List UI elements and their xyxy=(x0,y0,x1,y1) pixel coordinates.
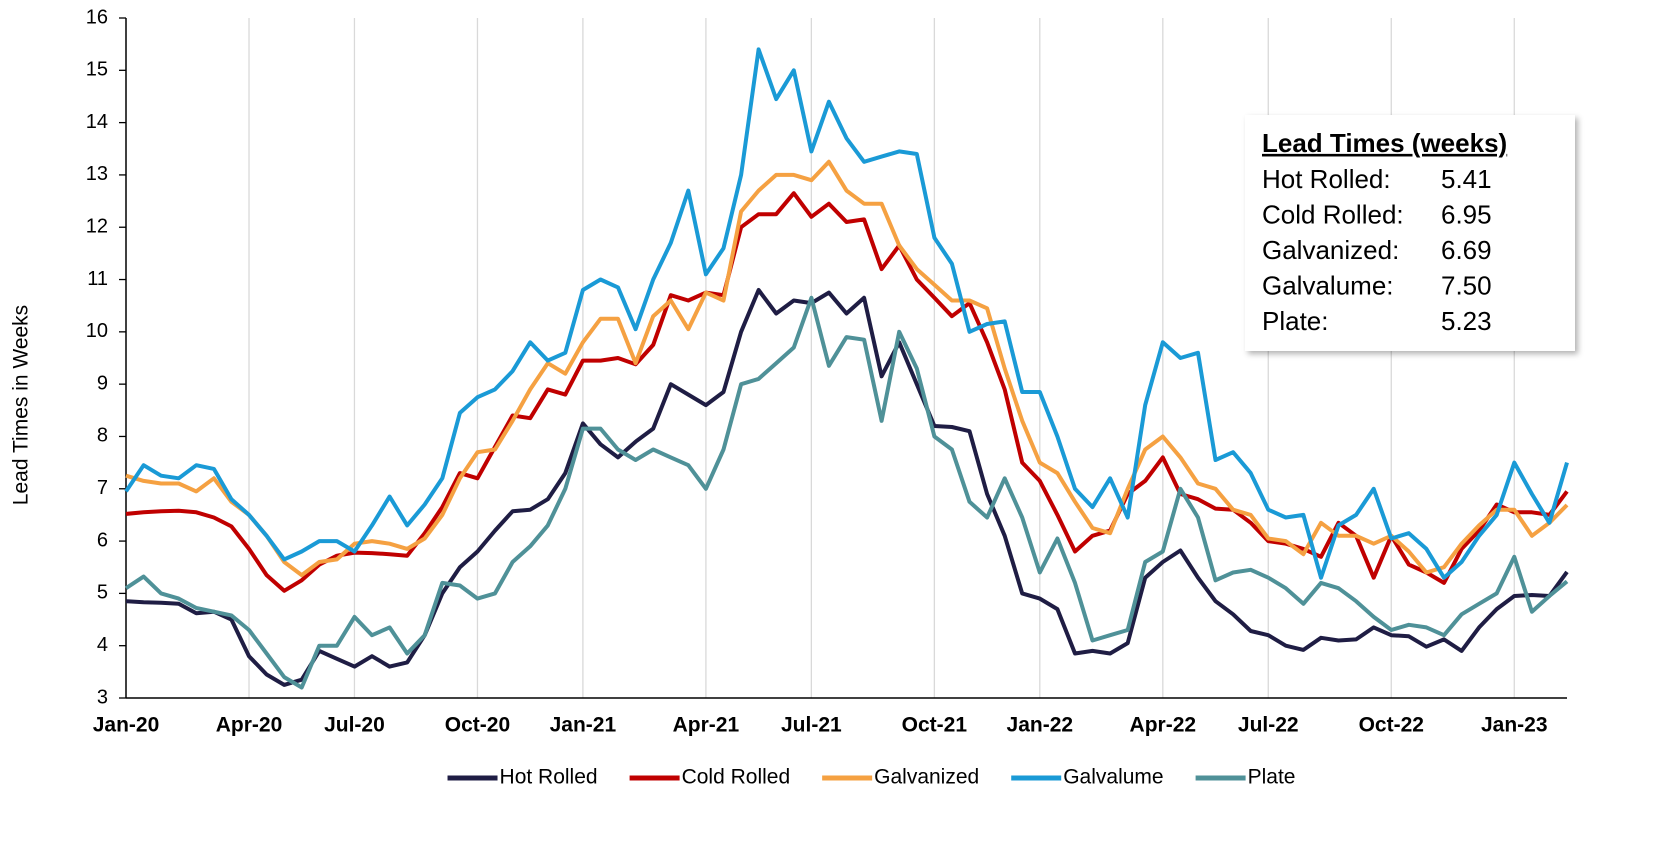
legend-label: Galvanized xyxy=(874,766,979,789)
annotation-label: Cold Rolled: xyxy=(1262,199,1404,229)
x-tick-label: Jan-20 xyxy=(93,714,160,737)
annotation-label: Hot Rolled: xyxy=(1262,164,1391,194)
y-tick-label: 10 xyxy=(86,320,108,342)
x-tick-label: Jul-21 xyxy=(781,714,842,737)
y-tick-label: 4 xyxy=(97,634,108,656)
y-tick-label: 9 xyxy=(97,372,108,394)
legend-label: Galvalume xyxy=(1063,766,1163,789)
series-line xyxy=(124,47,1569,580)
x-tick-label: Jan-23 xyxy=(1481,714,1548,737)
y-tick-label: 3 xyxy=(97,686,108,708)
y-tick-label: 15 xyxy=(86,59,108,81)
series-line xyxy=(124,295,1569,690)
annotation-value: 5.41 xyxy=(1441,164,1492,194)
annotation-label: Galvalume: xyxy=(1262,270,1394,300)
y-tick-label: 16 xyxy=(86,6,108,28)
annotation-value: 7.50 xyxy=(1441,270,1492,300)
annotation-value: 5.23 xyxy=(1441,306,1492,336)
x-tick-label: Oct-20 xyxy=(445,714,510,737)
y-tick-label: 13 xyxy=(86,163,108,185)
annotation-box xyxy=(1245,115,1575,351)
series-line xyxy=(125,288,1569,687)
annotation-label: Plate: xyxy=(1262,306,1329,336)
legend-label: Hot Rolled xyxy=(500,766,598,789)
x-tick-label: Jan-21 xyxy=(550,714,617,737)
x-tick-label: Jan-22 xyxy=(1007,714,1074,737)
series-line xyxy=(125,159,1569,578)
y-tick-label: 8 xyxy=(97,425,108,447)
annotation-value: 6.95 xyxy=(1441,199,1492,229)
y-tick-label: 14 xyxy=(86,111,108,133)
annotation-value: 6.69 xyxy=(1441,235,1492,265)
y-tick-label: 7 xyxy=(97,477,108,499)
x-tick-label: Jul-20 xyxy=(324,714,385,737)
series-line xyxy=(125,191,1569,593)
x-tick-label: Apr-22 xyxy=(1130,714,1197,737)
legend: Hot Rolled Cold Rolled Galvanized Galvalume… xyxy=(447,766,1296,789)
y-tick-label: 6 xyxy=(97,529,108,551)
x-tick-label: Apr-20 xyxy=(216,714,283,737)
legend-label: Cold Rolled xyxy=(682,766,791,789)
legend-label: Plate xyxy=(1248,766,1296,789)
y-tick-label: 12 xyxy=(86,216,108,238)
x-tick-label: Jul-22 xyxy=(1238,714,1299,737)
y-tick-label: 11 xyxy=(87,268,108,290)
y-axis-title: Lead Times in Weeks xyxy=(10,305,33,505)
annotation-title: Lead Times (weeks) xyxy=(1262,128,1507,158)
y-tick-label: 5 xyxy=(97,582,108,604)
x-tick-label: Apr-21 xyxy=(673,714,740,737)
x-tick-label: Oct-22 xyxy=(1359,714,1424,737)
annotation-label: Galvanized: xyxy=(1262,235,1399,265)
x-tick-label: Oct-21 xyxy=(902,714,968,737)
